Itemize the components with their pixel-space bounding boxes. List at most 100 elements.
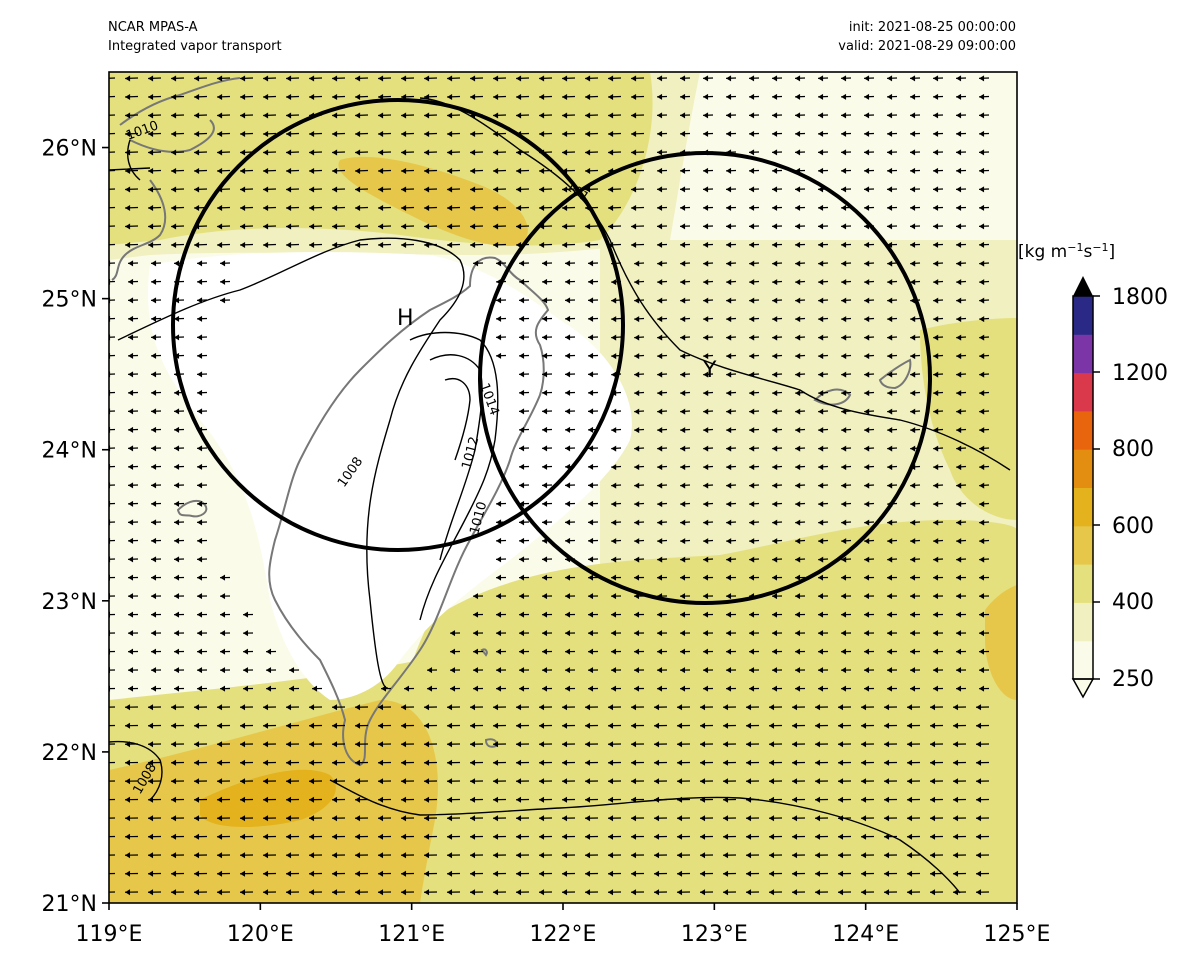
ivt-arrow-head (930, 815, 936, 822)
ivt-arrow-head (703, 445, 709, 452)
ivt-arrow-head (933, 538, 939, 545)
ivt-arrow-head (470, 75, 476, 82)
ivt-arrow-head (608, 741, 614, 748)
ivt-arrow-head (795, 630, 801, 637)
ivt-arrow-head (220, 278, 226, 285)
ivt-arrow-head (930, 722, 936, 729)
ivt-arrow-head (611, 297, 617, 304)
colorbar-segment (1073, 640, 1093, 680)
ivt-arrow-head (772, 519, 778, 526)
ivt-arrow-head (171, 241, 177, 248)
ivt-arrow-head (585, 852, 591, 859)
ivt-arrow-head (841, 408, 847, 415)
ivt-arrow-head (401, 130, 407, 137)
ivt-arrow-head (148, 815, 154, 822)
ivt-arrow-head (861, 833, 867, 840)
ivt-arrow-head (956, 353, 962, 360)
ivt-arrow-head (539, 186, 545, 193)
ivt-arrow-head (726, 223, 732, 230)
ivt-arrow-head (841, 464, 847, 471)
ivt-arrow-head (286, 112, 292, 119)
ivt-arrow-head (171, 112, 177, 119)
ivt-arrow-head (677, 889, 683, 896)
ivt-arrow-head (171, 722, 177, 729)
ivt-arrow-head (539, 704, 545, 711)
coastlines (111, 77, 912, 767)
ivt-arrow-head (838, 796, 844, 803)
ivt-arrow-head (700, 796, 706, 803)
ivt-arrow-head (726, 390, 732, 397)
ivt-arrow-head (447, 130, 453, 137)
ivt-arrow-head (197, 630, 203, 637)
ivt-arrow-head (976, 796, 982, 803)
ivt-arrow-head (657, 316, 663, 323)
ivt-arrow-head (841, 593, 847, 600)
ivt-arrow-head (818, 630, 824, 637)
ivt-arrow-head (539, 759, 545, 766)
ivt-arrow-head (148, 833, 154, 840)
ivt-arrow-head (496, 630, 502, 637)
ivt-arrow-head (493, 241, 499, 248)
ivt-arrow-head (588, 593, 594, 600)
ivt-arrow-head (887, 223, 893, 230)
colorbar-max-extension (1073, 276, 1093, 296)
ivt-arrow-head (979, 390, 985, 397)
ivt-arrow-head (332, 796, 338, 803)
ivt-arrow-head (401, 75, 407, 82)
ivt-arrow-head (749, 685, 755, 692)
ivt-arrow-head (427, 667, 433, 674)
ivt-arrow-head (611, 334, 617, 341)
ivt-arrow-head (539, 741, 545, 748)
ivt-arrow-head (539, 130, 545, 137)
ivt-arrow-head (956, 427, 962, 434)
ivt-band-south-east (380, 520, 1017, 903)
ivt-arrow-head (355, 75, 361, 82)
ivt-arrow-head (657, 501, 663, 508)
ivt-arrow-head (910, 112, 916, 119)
ivt-arrow-head (956, 685, 962, 692)
ivt-arrow-head (151, 408, 157, 415)
ivt-arrow-head (634, 445, 640, 452)
ivt-arrow-head (680, 482, 686, 489)
ivt-arrow-head (516, 112, 522, 119)
ivt-arrow-head (171, 204, 177, 211)
ivt-arrow-head (565, 371, 571, 378)
ivt-arrow-head (332, 149, 338, 156)
ivt-arrow-head (631, 759, 637, 766)
ivt-arrow-head (795, 593, 801, 600)
ivt-arrow-head (148, 759, 154, 766)
ivt-arrow-head (910, 648, 916, 655)
ivt-arrow-head (519, 574, 525, 581)
ivt-arrow-head (956, 279, 962, 286)
ivt-arrow-head (723, 870, 729, 877)
ivt-arrow-head (703, 648, 709, 655)
ivt-arrow-head (703, 297, 709, 304)
ivt-arrow-head (979, 279, 985, 286)
ivt-arrow-head (818, 353, 824, 360)
ivt-arrow-head (634, 353, 640, 360)
ivt-arrow-head (910, 593, 916, 600)
ivt-arrow-head (769, 815, 775, 822)
ivt-arrow-head (861, 796, 867, 803)
ivt-arrow-head (608, 186, 614, 193)
ivt-arrow-head (657, 149, 663, 156)
ivt-arrow-head (677, 722, 683, 729)
ivt-arrow-head (680, 130, 686, 137)
ivt-arrow-head (562, 223, 568, 230)
ivt-arrow-head (749, 186, 755, 193)
ivt-arrow-head (151, 463, 157, 470)
ivt-arrow-head (125, 93, 131, 100)
ivt-arrow-head (956, 149, 962, 156)
ivt-arrow-head (680, 353, 686, 360)
ivt-arrow-head (128, 630, 134, 637)
ivt-arrow-head (933, 611, 939, 618)
ivt-arrow-head (841, 667, 847, 674)
ivt-arrow-head (792, 778, 798, 785)
ivt-arrow-head (726, 167, 732, 174)
contour-1014-inner (444, 378, 471, 461)
contour-1008-sw (109, 740, 163, 801)
ivt-arrow-head (378, 149, 384, 156)
ivt-arrow-head (631, 704, 637, 711)
ivt-arrow-head (470, 149, 476, 156)
ivt-arrow-head (519, 426, 525, 433)
